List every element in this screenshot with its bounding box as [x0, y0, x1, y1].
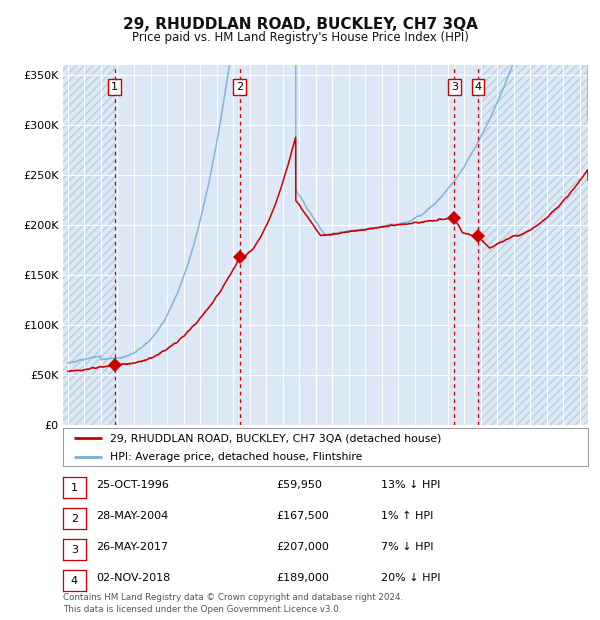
Text: 02-NOV-2018: 02-NOV-2018: [97, 573, 171, 583]
Text: 4: 4: [71, 576, 78, 586]
Text: HPI: Average price, detached house, Flintshire: HPI: Average price, detached house, Flin…: [110, 451, 362, 462]
Text: 29, RHUDDLAN ROAD, BUCKLEY, CH7 3QA: 29, RHUDDLAN ROAD, BUCKLEY, CH7 3QA: [122, 17, 478, 32]
Text: 26-MAY-2017: 26-MAY-2017: [97, 542, 169, 552]
Text: Price paid vs. HM Land Registry's House Price Index (HPI): Price paid vs. HM Land Registry's House …: [131, 31, 469, 44]
Text: 13% ↓ HPI: 13% ↓ HPI: [381, 480, 440, 490]
Text: £167,500: £167,500: [276, 511, 329, 521]
Text: 3: 3: [71, 545, 78, 555]
Text: £207,000: £207,000: [276, 542, 329, 552]
Text: 7% ↓ HPI: 7% ↓ HPI: [381, 542, 433, 552]
Text: 1: 1: [111, 82, 118, 92]
Text: 1% ↑ HPI: 1% ↑ HPI: [381, 511, 433, 521]
Text: 2: 2: [71, 514, 78, 524]
Text: 29, RHUDDLAN ROAD, BUCKLEY, CH7 3QA (detached house): 29, RHUDDLAN ROAD, BUCKLEY, CH7 3QA (det…: [110, 433, 442, 443]
Text: 2: 2: [236, 82, 244, 92]
Text: 25-OCT-1996: 25-OCT-1996: [97, 480, 169, 490]
Text: 20% ↓ HPI: 20% ↓ HPI: [381, 573, 440, 583]
Text: £189,000: £189,000: [276, 573, 329, 583]
Text: 4: 4: [475, 82, 482, 92]
Text: 28-MAY-2004: 28-MAY-2004: [97, 511, 169, 521]
Text: £59,950: £59,950: [276, 480, 322, 490]
Text: 3: 3: [451, 82, 458, 92]
Text: Contains HM Land Registry data © Crown copyright and database right 2024.
This d: Contains HM Land Registry data © Crown c…: [63, 593, 403, 614]
Text: 1: 1: [71, 483, 78, 493]
